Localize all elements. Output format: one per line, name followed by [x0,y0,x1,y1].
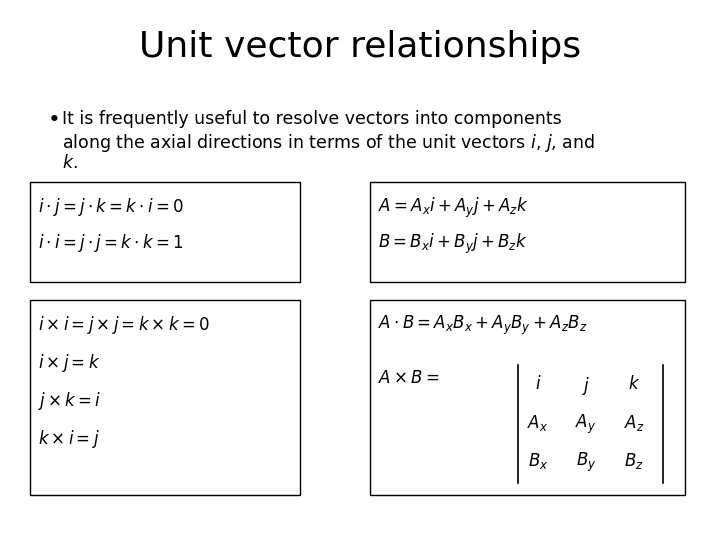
Bar [370,182,685,282]
Text: $k \times i = j$: $k \times i = j$ [38,428,99,450]
Text: $i \times j = k$: $i \times j = k$ [38,352,100,374]
Text: $A = A_x i + A_y j + A_z k$: $A = A_x i + A_y j + A_z k$ [378,196,528,220]
Text: $i$: $i$ [535,375,541,393]
Text: $j$: $j$ [582,375,590,397]
Text: $B_z$: $B_z$ [624,451,644,471]
Text: $i \cdot j = j \cdot k = k \cdot i = 0$: $i \cdot j = j \cdot k = k \cdot i = 0$ [38,196,184,218]
Text: $B = B_x i + B_y j + B_z k$: $B = B_x i + B_y j + B_z k$ [378,232,528,256]
Text: $A \times B = $: $A \times B = $ [378,369,439,387]
Text: $i \cdot i = j \cdot j = k \cdot k = 1$: $i \cdot i = j \cdot j = k \cdot k = 1$ [38,232,184,254]
Text: $j \times k = i$: $j \times k = i$ [38,390,102,412]
Bar [30,182,300,282]
Text: Unit vector relationships: Unit vector relationships [139,30,581,64]
Text: •: • [48,110,60,130]
Text: $B_x$: $B_x$ [528,451,548,471]
Text: along the axial directions in terms of the unit vectors $\it{i}$, $\it{j}$, and: along the axial directions in terms of t… [62,132,595,154]
Text: $\it{k}$.: $\it{k}$. [62,154,78,172]
Text: $A \cdot B = A_x B_x + A_y B_y + A_z B_z$: $A \cdot B = A_x B_x + A_y B_y + A_z B_z… [378,314,588,337]
Text: $B_y$: $B_y$ [576,451,596,474]
Bar [30,300,300,495]
Text: It is frequently useful to resolve vectors into components: It is frequently useful to resolve vecto… [62,110,562,128]
Bar [370,300,685,495]
Text: $A_x$: $A_x$ [527,413,549,433]
Text: $k$: $k$ [628,375,640,393]
Text: $A_y$: $A_y$ [575,413,597,436]
Text: $A_z$: $A_z$ [624,413,644,433]
Text: $i \times i = j \times j = k \times k = 0$: $i \times i = j \times j = k \times k = … [38,314,210,336]
